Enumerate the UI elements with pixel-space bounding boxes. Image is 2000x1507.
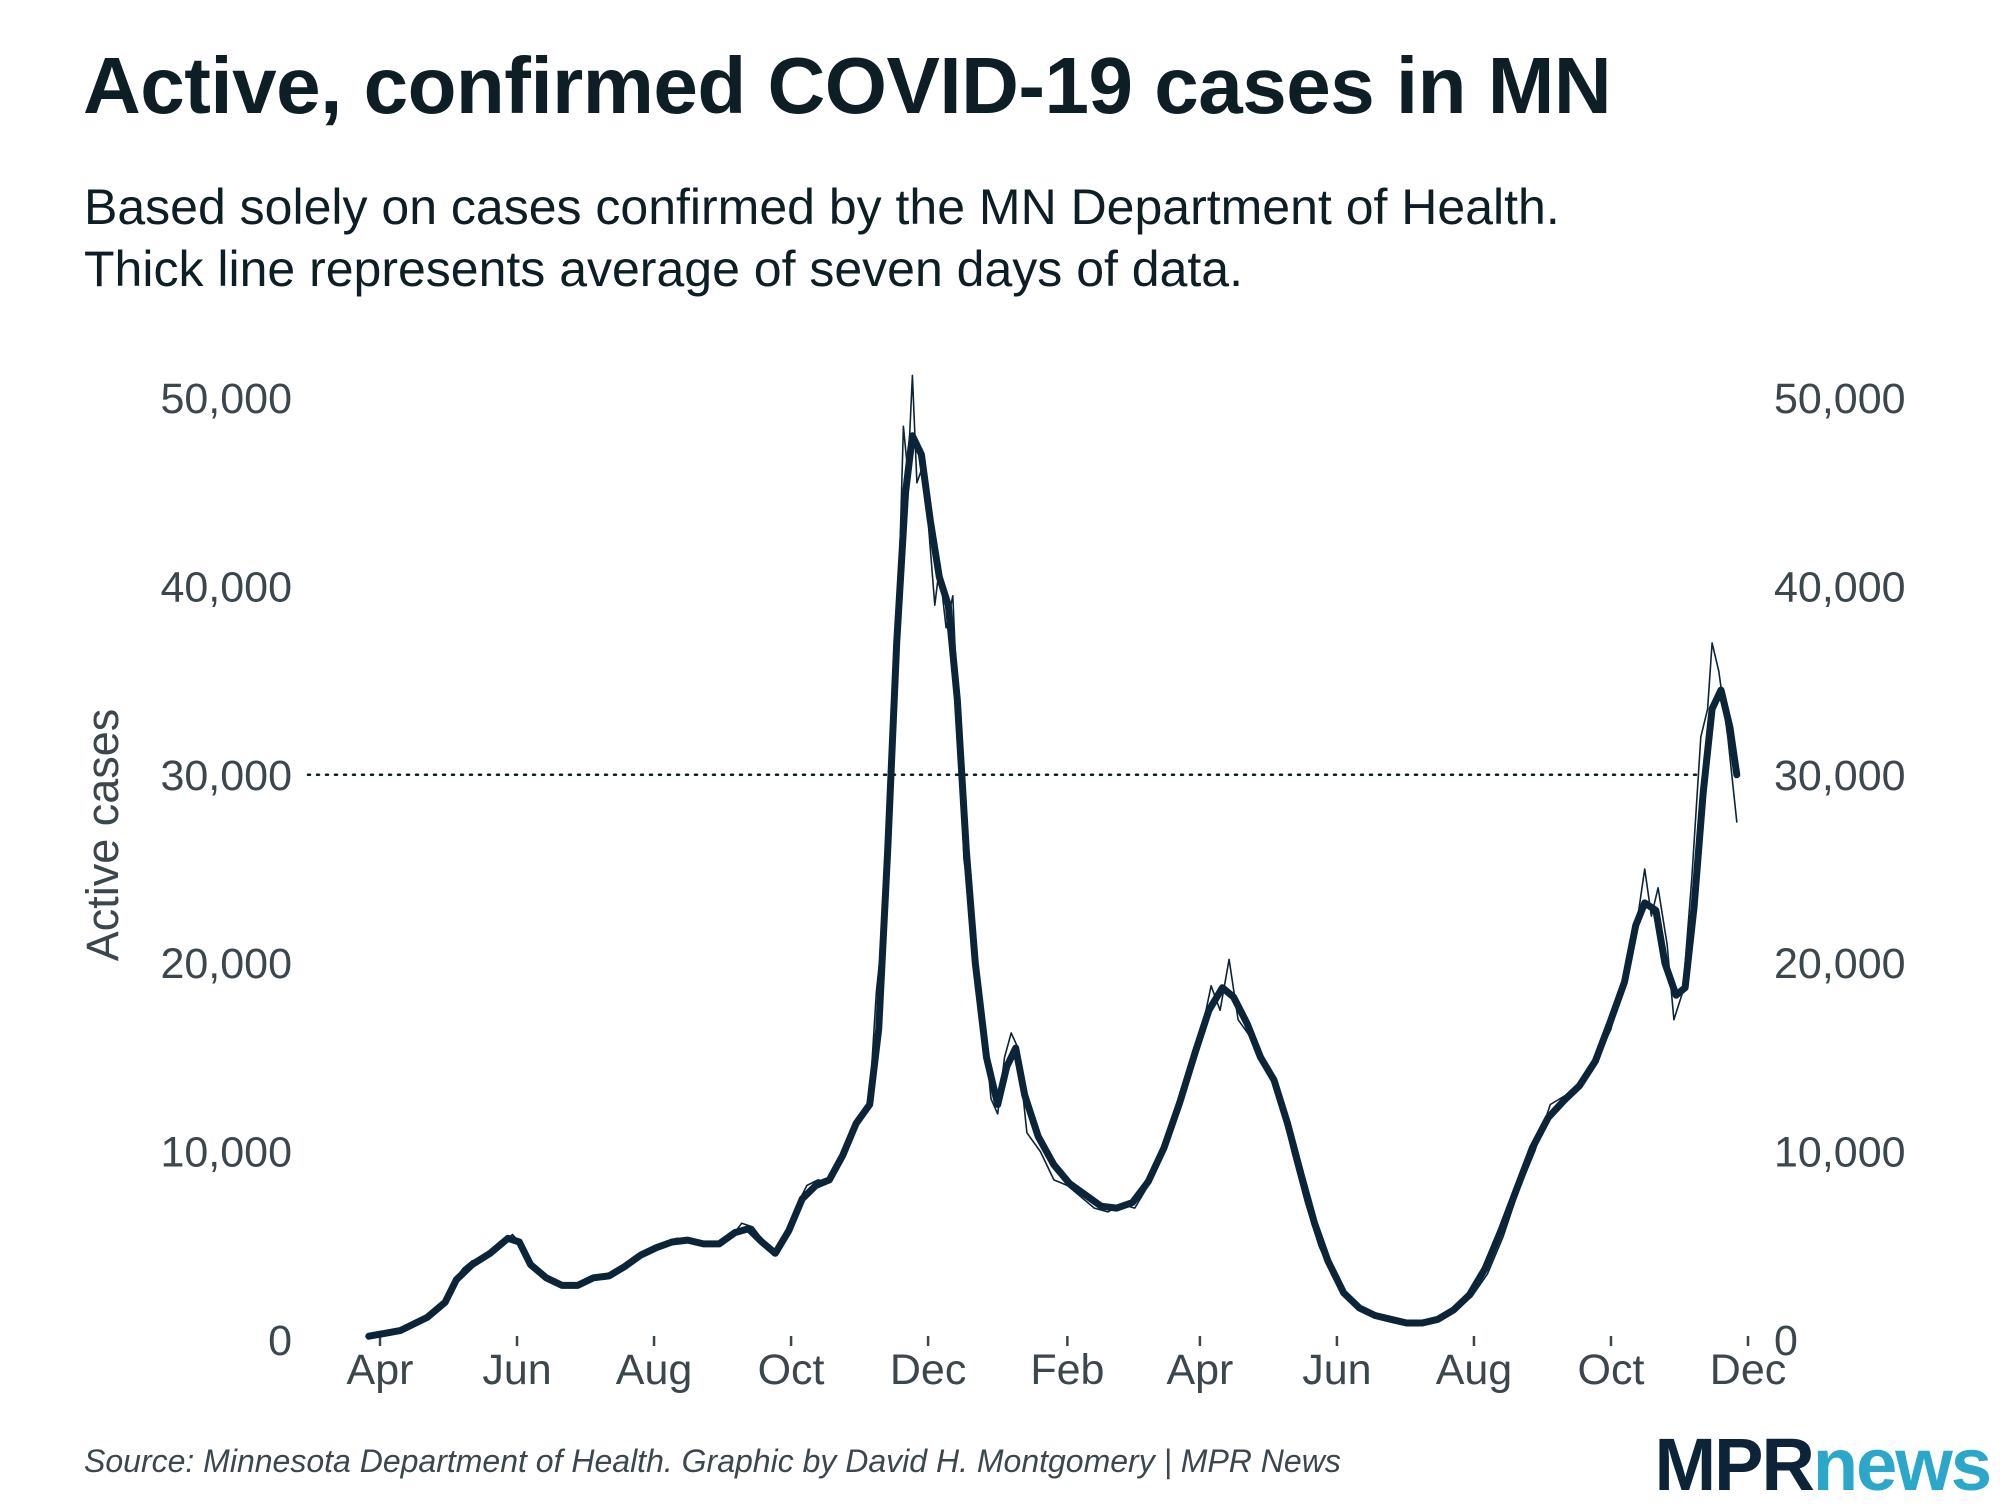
- y-tick-label-right: 50,000: [1774, 375, 1906, 423]
- subtitle-line-1: Based solely on cases confirmed by the M…: [84, 179, 1560, 235]
- y-tick-label-left: 50,000: [160, 375, 292, 423]
- y-tick-label-left: 10,000: [160, 1129, 292, 1177]
- x-tick-label: Oct: [1578, 1346, 1645, 1394]
- series-daily-line: [368, 374, 1738, 1337]
- x-tick-label: Apr: [1166, 1346, 1233, 1394]
- x-tick-label: Aug: [616, 1346, 693, 1394]
- y-tick-label-right: 20,000: [1774, 940, 1906, 988]
- y-tick-label-left: 30,000: [160, 752, 292, 800]
- chart-title: Active, confirmed COVID-19 cases in MN: [83, 41, 1612, 130]
- y-tick-label-left: 40,000: [160, 563, 292, 611]
- x-tick-label: Dec: [890, 1346, 966, 1394]
- x-tick-label: Feb: [1030, 1346, 1104, 1394]
- mpr-news-logo: MPRnews: [1654, 1422, 1992, 1507]
- logo-mpr: MPR: [1654, 1423, 1814, 1506]
- series-7day-average-line: [365, 432, 1741, 1340]
- x-tick-label: Aug: [1436, 1346, 1513, 1394]
- logo-news: news: [1812, 1423, 1992, 1506]
- series-group: [365, 374, 1741, 1340]
- y-tick-label-right: 40,000: [1774, 563, 1906, 611]
- y-tick-label-left: 0: [268, 1317, 292, 1365]
- x-tick-label: Jun: [482, 1346, 551, 1394]
- y-tick-label-left: 20,000: [160, 940, 292, 988]
- source-note: Source: Minnesota Department of Health. …: [84, 1443, 1341, 1479]
- subtitle-line-2: Thick line represents average of seven d…: [84, 241, 1243, 297]
- x-axis-ticks: Apr Jun Aug Oct Dec Feb Apr Jun Aug Oct Dec: [347, 1336, 1786, 1394]
- x-tick-label: Apr: [347, 1346, 414, 1394]
- y-axis-label: Active cases: [77, 709, 128, 962]
- y-tick-label-right: 10,000: [1774, 1129, 1906, 1177]
- line-chart: 0 0 10,000 10,000 20,000 20,000 30,000 30,000 40…: [77, 374, 1906, 1394]
- y-tick-label-right: 0: [1774, 1317, 1798, 1365]
- y-axis-ticks: 0 0 10,000 10,000 20,000 20,000 30,000 30,000 40…: [160, 375, 1905, 1365]
- x-tick-label: Oct: [758, 1346, 825, 1394]
- y-tick-label-right: 30,000: [1774, 752, 1906, 800]
- chart-subtitle: Based solely on cases confirmed by the M…: [84, 176, 1560, 300]
- x-tick-label: Jun: [1302, 1346, 1371, 1394]
- x-tick-label: Dec: [1710, 1346, 1786, 1394]
